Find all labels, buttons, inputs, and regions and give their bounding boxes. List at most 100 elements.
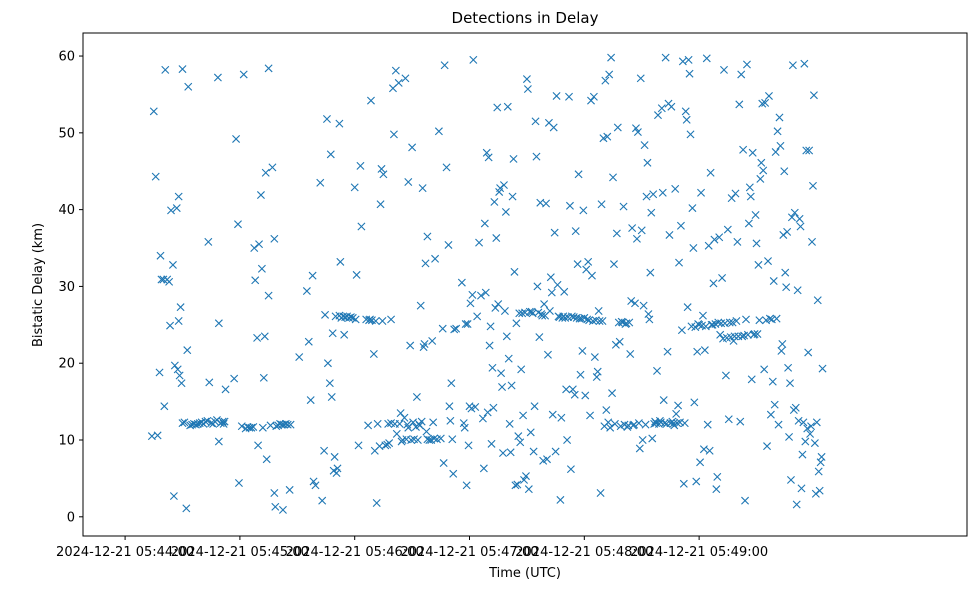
detection-point [603, 132, 612, 141]
detection-point [601, 76, 610, 85]
detection-point [643, 158, 652, 167]
detection-point [742, 315, 750, 324]
detection-point [268, 163, 277, 172]
x-tick-label: 2024-12-21 05:45:00 [171, 545, 309, 560]
detection-point [703, 420, 712, 429]
detection-point [201, 417, 210, 426]
detection-point [169, 492, 178, 501]
detection-point [366, 315, 375, 324]
detection-point [814, 467, 823, 476]
detection-point [286, 420, 295, 429]
detection-point [372, 498, 381, 507]
detection-point [679, 479, 688, 488]
detection-point [328, 329, 337, 338]
detection-point [304, 337, 313, 346]
detection-point [506, 448, 515, 457]
detection-point [753, 330, 762, 339]
detection-point [673, 419, 682, 428]
detection-point [625, 318, 634, 327]
detection-point [760, 365, 769, 374]
detection-point [203, 416, 212, 425]
detection-point [271, 502, 280, 511]
detection-point [560, 287, 569, 296]
detection-point [270, 489, 279, 497]
detection-point [731, 189, 740, 198]
detection-point [339, 312, 348, 321]
detection-point [481, 288, 490, 297]
plot-frame [82, 32, 968, 537]
detection-point [507, 381, 516, 390]
detection-point [178, 65, 187, 74]
detection-point [667, 102, 676, 111]
detection-point [566, 465, 575, 474]
detection-point [771, 148, 780, 157]
detection-point [586, 411, 595, 420]
detection-point [661, 53, 670, 62]
detection-point [270, 234, 279, 243]
detection-point [321, 310, 330, 319]
detection-point [431, 254, 440, 263]
detection-point [543, 455, 551, 464]
detection-point [477, 291, 485, 300]
detection-point [790, 208, 799, 217]
detection-point [587, 96, 596, 105]
detection-point [705, 446, 714, 455]
detection-point [492, 234, 501, 243]
detection-point [608, 389, 617, 398]
chart-title: Detections in Delay [452, 9, 599, 27]
detection-point [538, 311, 547, 320]
detection-point [614, 318, 623, 327]
detection-point [630, 420, 639, 429]
detection-point [259, 373, 268, 382]
detection-point [172, 204, 181, 213]
y-tick-label: 0 [67, 510, 75, 525]
detection-point [428, 336, 437, 345]
x-tick-label: 2024-12-21 05:49:00 [630, 545, 768, 560]
detection-point [642, 192, 651, 201]
detection-point [725, 318, 734, 327]
detection-point [631, 124, 640, 133]
detection-point [658, 188, 667, 197]
detection-point [627, 297, 636, 305]
detection-point [483, 408, 492, 417]
detection-point [660, 419, 669, 428]
detection-point [221, 385, 230, 394]
detection-point [609, 173, 618, 182]
detection-point [542, 199, 551, 208]
detection-point [438, 324, 447, 333]
detection-point [681, 107, 690, 116]
detection-point [404, 177, 413, 186]
detection-point [610, 419, 619, 428]
detection-point [752, 239, 761, 248]
detection-point [373, 419, 382, 428]
detection-point [333, 464, 342, 473]
data-points [147, 53, 827, 514]
detection-point [457, 278, 466, 287]
detection-point [395, 419, 404, 428]
y-tick-label: 60 [58, 50, 75, 65]
detection-point [763, 442, 772, 451]
detection-point [205, 378, 214, 387]
detection-point [447, 379, 456, 388]
detection-point [633, 128, 642, 137]
detection-point [602, 406, 611, 415]
detection-point [295, 353, 304, 362]
detection-point [589, 92, 598, 101]
detection-point [239, 70, 248, 79]
detection-point [468, 290, 477, 299]
detection-point [499, 181, 508, 190]
detection-point [532, 152, 541, 161]
detection-point [247, 423, 256, 432]
detection-point [204, 237, 213, 246]
detection-point [220, 417, 229, 426]
detection-point [462, 481, 471, 490]
detection-point [710, 235, 719, 244]
detection-point [777, 346, 786, 355]
detection-point [565, 201, 574, 210]
detection-point [320, 446, 329, 455]
detection-point [352, 270, 361, 279]
detection-point [504, 354, 513, 363]
detection-point [396, 409, 405, 418]
y-axis-ticks: 0 10 20 30 40 50 60 [58, 50, 83, 525]
